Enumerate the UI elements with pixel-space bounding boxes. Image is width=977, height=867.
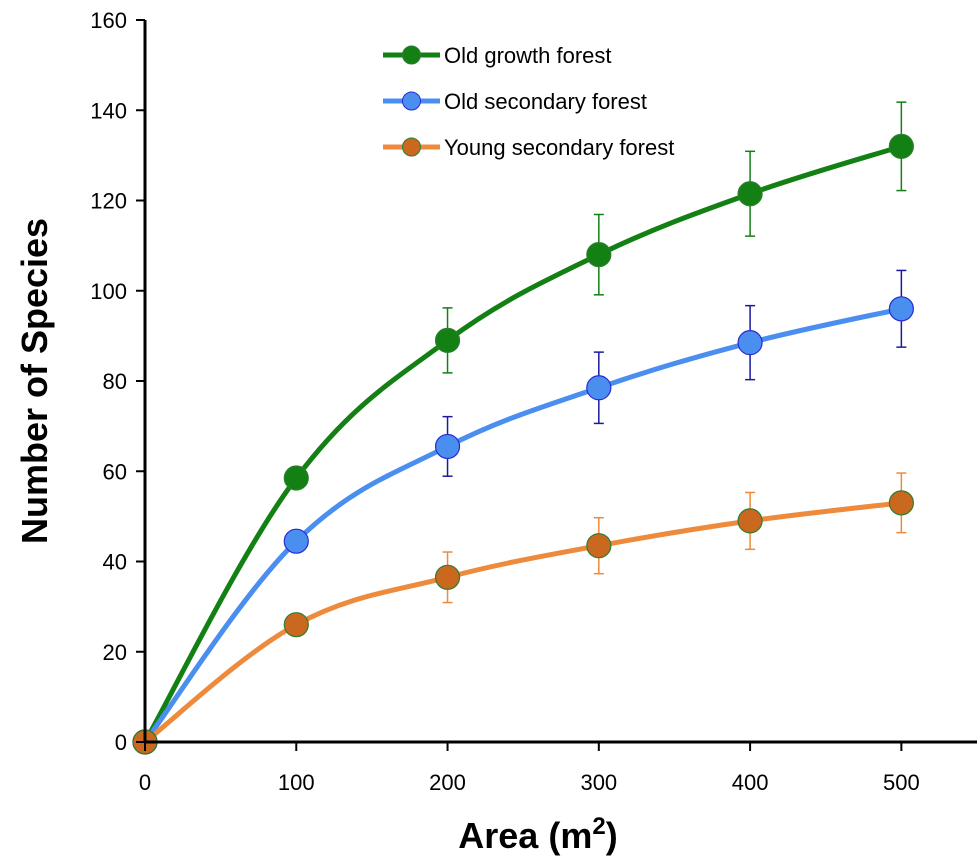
x-tick-label: 400 bbox=[732, 770, 769, 795]
data-point-old-secondary-forest bbox=[888, 296, 914, 322]
error-bars bbox=[442, 101, 907, 604]
x-ticks: 0 100 200 300 400 500 bbox=[139, 742, 920, 795]
x-axis-title-close: ) bbox=[606, 815, 618, 856]
data-point-young-secondary-forest bbox=[586, 533, 612, 559]
x-tick-label: 200 bbox=[429, 770, 466, 795]
legend-item-old-growth-forest: Old growth forest bbox=[383, 43, 612, 68]
plot-lines bbox=[142, 143, 904, 745]
legend-swatch-marker bbox=[402, 91, 421, 111]
legend: Old growth forest Old secondary forest You… bbox=[383, 43, 674, 160]
x-tick-label: 100 bbox=[278, 770, 315, 795]
y-tick-label: 120 bbox=[90, 189, 127, 214]
data-point-old-growth-forest bbox=[586, 242, 612, 268]
data-point-old-secondary-forest bbox=[434, 433, 461, 460]
data-point-old-secondary-forest bbox=[283, 528, 309, 554]
data-point-young-secondary-forest bbox=[283, 612, 309, 638]
x-tick-label: 0 bbox=[139, 770, 151, 795]
legend-swatch-marker bbox=[402, 137, 421, 157]
x-axis-title-sup: 2 bbox=[592, 813, 605, 840]
data-point-old-secondary-forest bbox=[737, 330, 763, 356]
y-tick-label: 160 bbox=[90, 8, 127, 33]
y-ticks: 0 20 40 60 80 100 120 140 160 bbox=[90, 8, 145, 755]
y-tick-label: 40 bbox=[103, 550, 127, 575]
legend-swatch-marker bbox=[402, 45, 421, 65]
data-point-young-secondary-forest bbox=[888, 490, 914, 516]
x-axis-title: Area (m2) bbox=[458, 813, 617, 856]
x-tick-label: 500 bbox=[883, 770, 920, 795]
data-point-old-growth-forest bbox=[888, 133, 914, 159]
data-point-old-growth-forest bbox=[434, 327, 461, 353]
legend-item-young-secondary-forest: Young secondary forest bbox=[383, 135, 674, 160]
legend-label: Old secondary forest bbox=[444, 89, 647, 114]
y-tick-label: 100 bbox=[90, 279, 127, 304]
data-point-young-secondary-forest bbox=[737, 508, 763, 534]
legend-label: Old growth forest bbox=[444, 43, 612, 68]
y-axis-title: Number of Species bbox=[14, 218, 55, 544]
data-point-young-secondary-forest bbox=[434, 564, 461, 590]
x-tick-label: 300 bbox=[580, 770, 617, 795]
axes bbox=[143, 20, 977, 744]
series-line-old-secondary-forest bbox=[142, 306, 904, 745]
y-tick-label: 20 bbox=[103, 640, 127, 665]
data-point-old-growth-forest bbox=[737, 181, 763, 207]
series-line-young-secondary-forest bbox=[142, 500, 904, 745]
y-tick-label: 80 bbox=[103, 369, 127, 394]
legend-label: Young secondary forest bbox=[444, 135, 674, 160]
series-line-old-growth-forest bbox=[142, 143, 904, 745]
x-axis-title-main: Area (m bbox=[458, 815, 592, 856]
legend-item-old-secondary-forest: Old secondary forest bbox=[383, 89, 647, 114]
data-point-old-growth-forest bbox=[283, 465, 309, 491]
y-tick-label: 60 bbox=[103, 459, 127, 484]
y-tick-label: 140 bbox=[90, 98, 127, 123]
y-tick-label: 0 bbox=[115, 730, 127, 755]
data-point-old-secondary-forest bbox=[586, 375, 612, 401]
markers bbox=[132, 133, 914, 755]
